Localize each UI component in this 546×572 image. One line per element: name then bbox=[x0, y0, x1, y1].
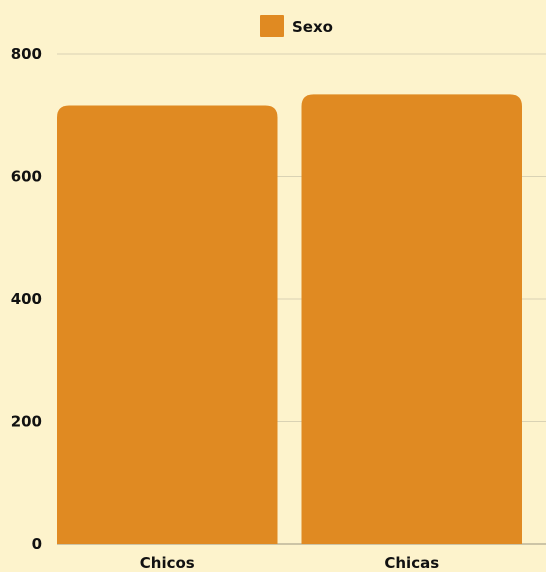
y-tick-label: 0 bbox=[32, 535, 42, 553]
y-tick-label: 200 bbox=[11, 413, 42, 431]
legend-label: Sexo bbox=[292, 18, 333, 36]
legend: Sexo bbox=[260, 15, 333, 37]
x-axis: Chicos Chicas bbox=[140, 554, 439, 572]
bar-chicos bbox=[57, 105, 278, 544]
bars bbox=[57, 94, 522, 545]
y-axis: 0 200 400 600 800 bbox=[11, 45, 42, 553]
y-tick-label: 600 bbox=[11, 168, 42, 186]
legend-swatch bbox=[260, 15, 284, 37]
x-tick-label: Chicos bbox=[140, 554, 195, 572]
y-tick-label: 400 bbox=[11, 290, 42, 308]
bar-chicas bbox=[301, 94, 522, 545]
x-tick-label: Chicas bbox=[384, 554, 439, 572]
y-tick-label: 800 bbox=[11, 45, 42, 63]
